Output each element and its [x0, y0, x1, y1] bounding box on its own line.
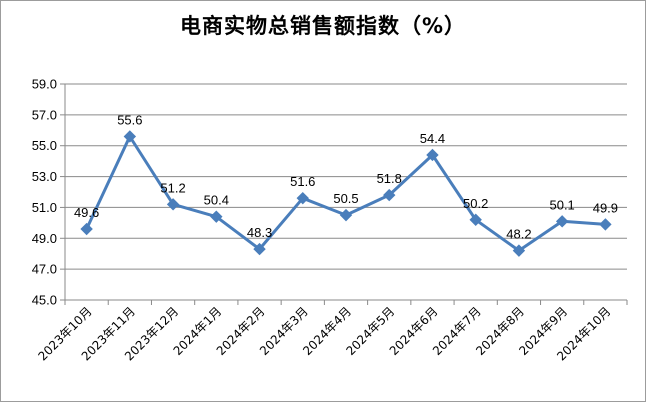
y-tick-label: 45.0	[32, 293, 57, 308]
y-tick-label: 47.0	[32, 262, 57, 277]
data-label: 49.6	[74, 205, 99, 220]
gridlines	[60, 83, 628, 305]
data-point-marker	[123, 130, 137, 143]
data-labels: 49.6 55.6 51.2 50.4 48.3 51.6 50.5 51.8 54.4 50.2…	[74, 112, 618, 241]
data-label: 50.2	[463, 196, 488, 211]
x-tick-labels: 2023年10月2023年11月2023年12月2024年1月2024年2月20…	[35, 304, 613, 363]
data-label: 50.5	[333, 191, 358, 206]
data-point-marker	[253, 242, 266, 256]
y-tick-labels: 45.0 47.0 49.0 51.0 53.0 55.0 57.0 59.0	[32, 77, 57, 308]
data-point-marker	[210, 210, 223, 223]
data-label: 51.8	[377, 171, 402, 186]
y-tick-label: 59.0	[32, 77, 57, 92]
data-point-marker	[469, 213, 482, 226]
series-line	[80, 130, 612, 257]
data-point-marker	[80, 222, 93, 236]
data-label: 51.6	[290, 174, 315, 189]
y-tick-label: 49.0	[32, 231, 57, 246]
data-point-marker	[512, 244, 526, 257]
data-label: 55.6	[117, 112, 142, 127]
y-tick-label: 53.0	[32, 169, 57, 184]
y-tick-label: 57.0	[32, 107, 57, 122]
data-label: 48.2	[506, 227, 531, 242]
y-tick-label: 55.0	[32, 138, 57, 153]
data-label: 51.2	[160, 180, 185, 195]
data-point-marker	[555, 215, 569, 228]
data-label: 49.9	[593, 200, 618, 215]
data-point-marker	[166, 198, 180, 211]
data-point-marker	[599, 218, 612, 231]
data-label: 48.3	[247, 225, 272, 240]
data-point-marker	[426, 148, 439, 162]
data-point-marker	[339, 208, 353, 222]
data-point-marker	[296, 191, 309, 205]
data-label: 50.1	[549, 197, 574, 212]
y-tick-label: 51.0	[32, 200, 57, 215]
data-label: 50.4	[204, 193, 229, 208]
chart-title: 电商实物总销售额指数（%）	[179, 14, 467, 38]
data-point-marker	[383, 188, 396, 202]
data-label: 54.4	[420, 131, 445, 146]
